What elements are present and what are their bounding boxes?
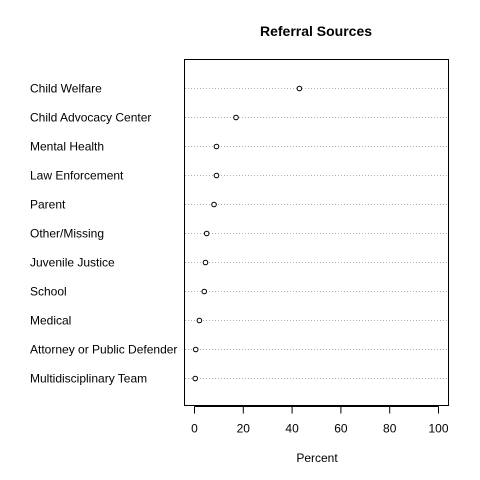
data-point bbox=[233, 114, 239, 121]
data-point bbox=[213, 143, 220, 150]
x-tick-label: 20 bbox=[237, 422, 251, 436]
category-label: Medical bbox=[30, 314, 71, 328]
data-point bbox=[203, 230, 210, 237]
category-label: Mental Health bbox=[30, 140, 104, 154]
x-tick-label: 80 bbox=[383, 422, 397, 436]
data-point bbox=[296, 85, 303, 92]
data-point bbox=[201, 288, 208, 295]
x-tick-label: 40 bbox=[285, 422, 299, 436]
category-label: Other/Missing bbox=[30, 227, 104, 241]
chart-title: Referral Sources bbox=[260, 23, 372, 39]
category-label: Law Enforcement bbox=[30, 169, 124, 183]
data-point bbox=[211, 201, 217, 208]
category-labels: Child Welfare Child Advocacy Center Mental… bbox=[30, 82, 177, 386]
plot-frame bbox=[184, 59, 449, 406]
data-points bbox=[192, 85, 303, 382]
category-label: Child Advocacy Center bbox=[30, 111, 151, 125]
x-tick-label: 100 bbox=[428, 422, 448, 436]
grid-lines bbox=[185, 88, 448, 379]
x-tick-label: 60 bbox=[334, 422, 348, 436]
data-point bbox=[202, 259, 209, 266]
data-point bbox=[213, 172, 220, 179]
x-axis: 0 20 40 60 80 100 bbox=[191, 406, 449, 436]
category-label: Parent bbox=[30, 198, 66, 212]
category-label: Child Welfare bbox=[30, 82, 102, 96]
x-tick-label: 0 bbox=[191, 422, 198, 436]
category-label: School bbox=[30, 285, 67, 299]
category-label: Attorney or Public Defender bbox=[30, 343, 177, 357]
category-label: Multidisciplinary Team bbox=[30, 372, 147, 386]
category-label: Juvenile Justice bbox=[30, 256, 115, 270]
data-point bbox=[192, 346, 199, 353]
data-point bbox=[192, 375, 199, 382]
x-axis-title: Percent bbox=[296, 451, 338, 465]
data-point bbox=[196, 317, 203, 324]
